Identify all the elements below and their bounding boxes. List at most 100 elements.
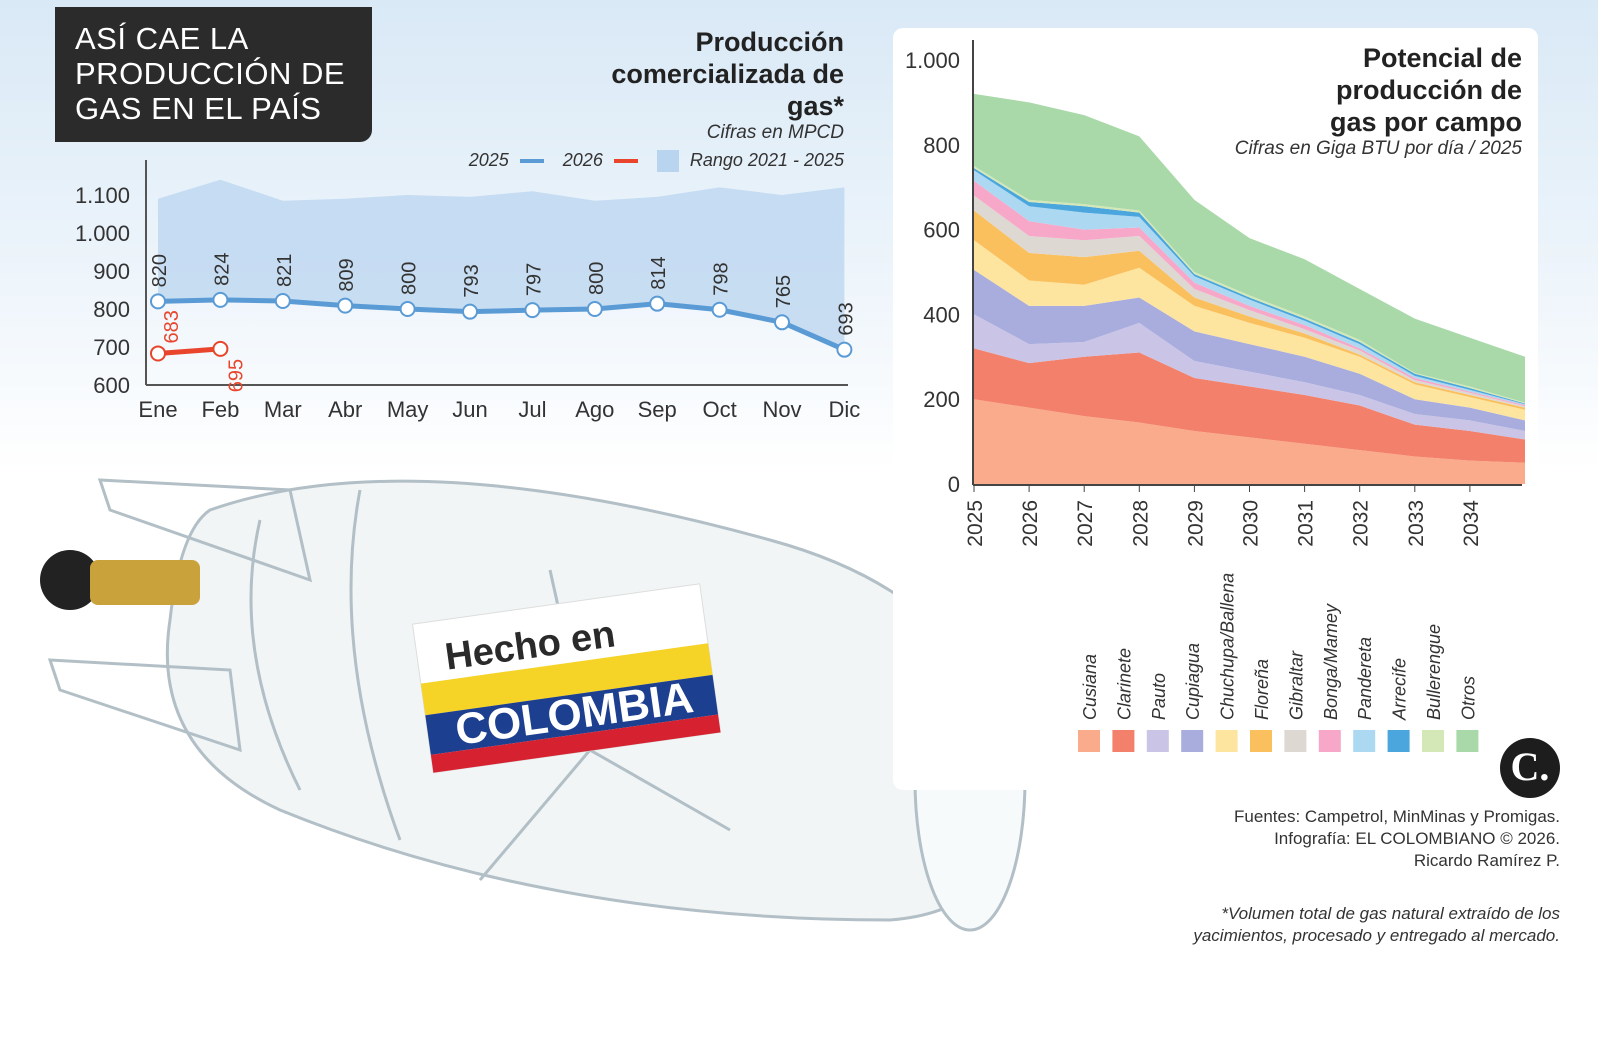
data-point [274, 293, 291, 310]
title-line: ASÍ CAE LA [75, 21, 249, 56]
source-line: Fuentes: Campetrol, MinMinas y Promigas. [1234, 807, 1560, 826]
x-tick-label: Dic [829, 397, 861, 422]
footnote-line: yacimientos, procesado y entregado al me… [1193, 926, 1560, 945]
data-point [649, 295, 666, 312]
legend-label: Pauto [1149, 673, 1169, 720]
data-label: 683 [161, 310, 183, 343]
x-tick-label: Oct [702, 397, 736, 422]
area-clarinete [974, 348, 1525, 463]
area-pauto [974, 314, 1525, 440]
series-line-2026 [157, 346, 221, 356]
series-line-2025 [157, 297, 846, 352]
data-label: 821 [274, 254, 296, 287]
area-flore-a [974, 210, 1525, 410]
left-chart-subtitle: Cifras en MPCD [706, 122, 844, 143]
legend-label: Otros [1458, 676, 1478, 720]
legend-swatch [1078, 730, 1100, 752]
legend-swatch-range [656, 150, 679, 173]
x-tick-label: 2028 [1129, 500, 1152, 547]
legend-swatch [1387, 730, 1410, 752]
main-title: ASÍ CAE LA PRODUCCIÓN DE GAS EN EL PAÍS [55, 7, 372, 142]
x-tick-label: Abr [328, 397, 362, 422]
legend-swatch [1353, 730, 1376, 752]
y-tick-label: 600 [93, 373, 130, 398]
legend-swatch [1215, 730, 1238, 752]
x-tick-label: Mar [264, 397, 302, 422]
y-tick-label: 1.000 [905, 48, 960, 73]
legend-swatch [1284, 730, 1307, 752]
broken-gas-bottle-illustration: Hecho en COLOMBIA [40, 478, 1027, 932]
el-colombiano-logo: C. [1500, 738, 1560, 798]
sources: Fuentes: Campetrol, MinMinas y Promigas.… [1234, 806, 1560, 872]
title-line: GAS EN EL PAÍS [75, 91, 322, 126]
source-line: Ricardo Ramírez P. [1413, 851, 1560, 870]
x-tick-label: 2026 [1019, 500, 1042, 547]
area-gibraltar [974, 195, 1525, 408]
x-tick-label: 2027 [1074, 500, 1097, 547]
data-point [524, 302, 541, 319]
legend-label: Chuchupa/Ballena [1218, 573, 1238, 720]
x-tick-label: 2030 [1240, 500, 1263, 547]
field-stacked-area-chart: 0 200 400 600 800 1.000 2025 2026 2027 2028 2029 20… [905, 40, 1525, 752]
data-label: 793 [461, 264, 483, 297]
x-tick-label: 2034 [1460, 500, 1483, 547]
legend-swatch [1422, 730, 1444, 752]
data-label: 695 [225, 359, 247, 392]
data-point [711, 301, 728, 318]
data-label: 809 [336, 258, 358, 291]
y-tick-label: 400 [923, 302, 960, 327]
left-chart-legend: 2025 2026 Rango 2021 - 2025 [444, 150, 844, 173]
legend-label: Gibraltar [1286, 650, 1306, 720]
data-point [212, 340, 229, 357]
legend-swatch-2026 [613, 159, 638, 164]
legend-swatch [1318, 730, 1341, 752]
x-tick-label: Jul [518, 397, 546, 422]
y-tick-label: 800 [923, 133, 960, 158]
legend-2025: 2025 [468, 150, 509, 170]
data-label: 765 [773, 275, 795, 308]
x-tick-label: 2029 [1184, 500, 1207, 547]
data-point [774, 314, 790, 331]
y-tick-label: 800 [93, 297, 130, 322]
legend-swatch [1112, 730, 1135, 752]
y-tick-label: 900 [93, 259, 130, 284]
data-label: 820 [149, 254, 171, 287]
right-chart-subtitle: Cifras en Giga BTU por día / 2025 [1234, 138, 1522, 159]
data-label: 800 [399, 262, 421, 295]
y-tick-label: 1.100 [75, 183, 130, 208]
data-label: 797 [523, 263, 545, 296]
data-point [150, 345, 166, 362]
x-tick-label: Sep [638, 397, 677, 422]
legend-swatch [1181, 730, 1204, 752]
footnote: *Volumen total de gas natural extraído d… [1193, 903, 1560, 947]
production-line-chart: 600 700 800 900 1.000 1.100 Ene Feb Mar Abr May Jun… [75, 160, 861, 422]
legend-label: Bullerengue [1424, 624, 1444, 720]
x-tick-label: Ene [138, 397, 177, 422]
x-tick-label: Jun [452, 397, 487, 422]
source-line: Infografía: EL COLOMBIANO © 2026. [1274, 829, 1560, 848]
brass-valve [90, 560, 200, 605]
y-tick-label: 200 [923, 387, 960, 412]
x-tick-label: Nov [762, 397, 801, 422]
data-label: 798 [711, 262, 733, 295]
left-chart-title: Producción comercializada de gas* [611, 27, 844, 121]
data-label: 814 [648, 256, 670, 289]
x-tick-label: 2032 [1350, 500, 1373, 547]
area-cusiana [974, 399, 1525, 484]
legend-label: Pandereta [1355, 637, 1375, 720]
data-point [212, 291, 229, 308]
x-tick-label: 2031 [1295, 500, 1318, 547]
area-bonga-mamey [974, 180, 1525, 407]
legend-label: Cusiana [1080, 654, 1100, 720]
footnote-line: *Volumen total de gas natural extraído d… [1221, 904, 1560, 923]
y-tick-label: 0 [948, 472, 960, 497]
area-otros [974, 93, 1525, 403]
legend-swatch [1456, 730, 1479, 752]
legend-swatch-2025 [519, 159, 544, 164]
right-chart-header: Potencial de producción de gas por campo… [1140, 42, 1522, 160]
legend-label: Floreña [1252, 659, 1272, 720]
y-tick-label: 1.000 [75, 221, 130, 246]
x-tick-label: Feb [201, 397, 239, 422]
data-point [836, 341, 853, 358]
data-point [337, 297, 354, 314]
